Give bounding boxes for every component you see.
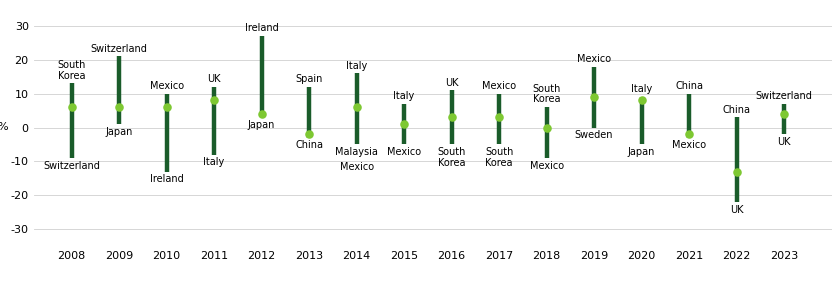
Text: Mexico: Mexico xyxy=(577,54,612,64)
Text: Italy: Italy xyxy=(203,157,225,167)
Text: UK: UK xyxy=(207,74,221,84)
Text: Japan: Japan xyxy=(628,147,655,157)
Point xyxy=(587,94,601,99)
Point xyxy=(730,169,743,174)
Point xyxy=(113,105,126,110)
Text: Mexico: Mexico xyxy=(482,81,516,91)
Text: Switzerland: Switzerland xyxy=(756,91,812,101)
Text: UK: UK xyxy=(730,205,743,215)
Text: South
Korea: South Korea xyxy=(57,60,86,81)
Text: Italy: Italy xyxy=(393,91,415,101)
Y-axis label: %: % xyxy=(0,122,8,133)
Point xyxy=(65,105,78,110)
Text: Mexico: Mexico xyxy=(150,81,184,91)
Text: Ireland: Ireland xyxy=(150,174,183,184)
Text: Ireland: Ireland xyxy=(244,23,279,33)
Text: Italy: Italy xyxy=(346,61,367,70)
Text: Japan: Japan xyxy=(248,120,276,130)
Text: Mexico: Mexico xyxy=(672,140,706,150)
Point xyxy=(492,115,506,120)
Text: South
Korea: South Korea xyxy=(533,84,561,104)
Text: China: China xyxy=(722,105,751,115)
Text: China: China xyxy=(295,140,323,150)
Text: South
Korea: South Korea xyxy=(438,147,466,168)
Text: Italy: Italy xyxy=(631,84,652,94)
Text: UK: UK xyxy=(445,77,459,88)
Point xyxy=(682,132,696,137)
Text: China: China xyxy=(675,81,703,91)
Text: Spain: Spain xyxy=(296,74,323,84)
Point xyxy=(777,112,790,116)
Text: Mexico: Mexico xyxy=(387,147,421,157)
Text: Switzerland: Switzerland xyxy=(43,161,100,171)
Point xyxy=(540,125,554,130)
Text: Switzerland: Switzerland xyxy=(91,44,148,54)
Text: Mexico: Mexico xyxy=(529,161,564,171)
Point xyxy=(255,112,268,116)
Point xyxy=(635,98,648,103)
Text: Sweden: Sweden xyxy=(575,130,613,140)
Point xyxy=(350,105,364,110)
Point xyxy=(160,105,173,110)
Point xyxy=(397,122,411,127)
Point xyxy=(207,98,221,103)
Point xyxy=(445,115,459,120)
Text: UK: UK xyxy=(777,137,790,147)
Text: Japan: Japan xyxy=(105,127,133,137)
Text: Mexico: Mexico xyxy=(339,162,374,172)
Text: Malaysia: Malaysia xyxy=(335,147,378,157)
Point xyxy=(302,132,316,137)
Text: South
Korea: South Korea xyxy=(485,147,513,168)
